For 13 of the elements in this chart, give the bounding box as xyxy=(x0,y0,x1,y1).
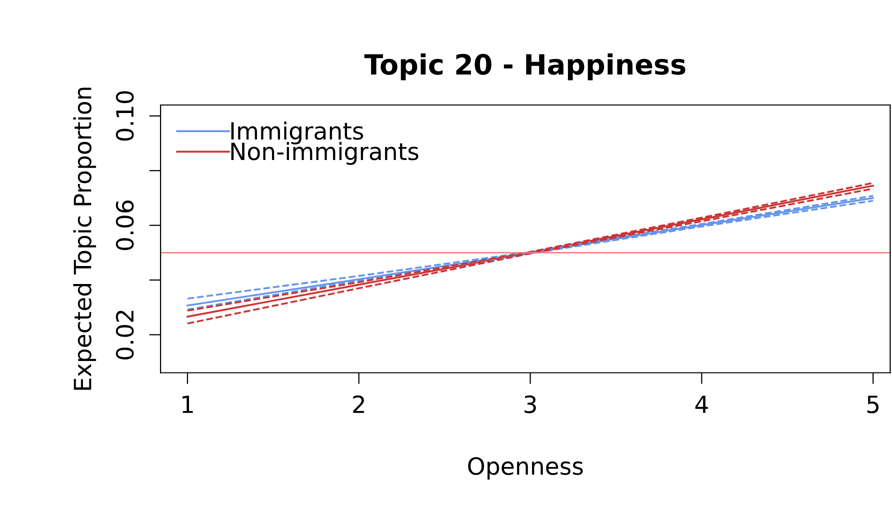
x-tick-label: 2 xyxy=(353,395,364,413)
legend-label: Immigrants xyxy=(231,122,364,144)
y-tick-label: 0.02 xyxy=(116,310,134,360)
x-axis-title: Openness xyxy=(468,457,583,480)
legend-label: Non-immigrants xyxy=(231,142,418,165)
x-tick-label: 4 xyxy=(695,396,708,413)
y-tick-label: 0.10 xyxy=(116,91,134,141)
y-tick-label: 0.06 xyxy=(116,200,134,250)
x-tick-label: 1 xyxy=(182,396,193,413)
x-tick-label: 5 xyxy=(867,396,879,414)
chart-title: Topic 20 - Happiness xyxy=(364,53,686,80)
y-axis-title: Expected Topic Proportion xyxy=(73,88,96,390)
x-tick-label: 3 xyxy=(524,395,536,414)
